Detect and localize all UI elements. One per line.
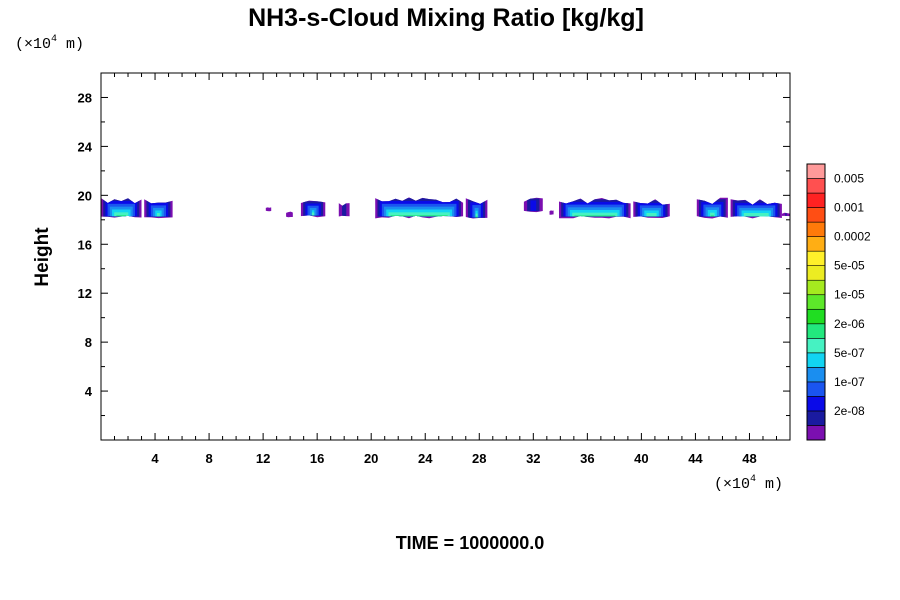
colorbar-label: 0.0002 [834, 230, 871, 244]
colorbar-swatch [806, 178, 826, 194]
cloud-patch [696, 197, 728, 219]
colorbar-swatch [806, 192, 826, 208]
colorbar-label: 2e-06 [834, 317, 865, 331]
cloud-patch [781, 212, 790, 217]
cloud-patch [286, 211, 293, 218]
cloud-band [114, 212, 129, 217]
colorbar-swatch [806, 338, 826, 354]
colorbar-swatch [806, 294, 826, 310]
cloud-patch [300, 200, 326, 218]
cloud-band [709, 212, 715, 217]
cloud-band [710, 215, 714, 217]
colorbar-label: 2e-08 [834, 404, 865, 418]
colorbar-swatch [806, 236, 826, 252]
y-tick-label: 8 [85, 335, 92, 350]
cloud-band [785, 213, 787, 216]
colorbar-swatch [806, 265, 826, 281]
x-tick-label: 16 [310, 451, 324, 466]
cloud-band [572, 212, 618, 217]
cloud-patch [465, 198, 488, 219]
x-tick-label: 36 [580, 451, 594, 466]
x-tick-label: 20 [364, 451, 378, 466]
x-tick-label: 40 [634, 451, 648, 466]
cloud-patch [265, 207, 272, 212]
cloud-band [116, 215, 127, 217]
cloud-band [388, 212, 450, 217]
cloud-patch [144, 199, 173, 219]
colorbar-swatch [806, 367, 826, 383]
cloud-contours [101, 197, 790, 219]
x-tick-label: 44 [688, 451, 703, 466]
cloud-band [549, 210, 554, 215]
cloud-band [156, 212, 160, 217]
cloud-band [475, 216, 478, 218]
y-tick-label: 28 [78, 90, 92, 105]
colorbar-swatch [806, 250, 826, 266]
plot-area [101, 73, 790, 440]
y-axis-unit: (×104 m) [15, 34, 84, 53]
y-tick-label: 12 [78, 286, 92, 301]
plot-background [101, 73, 790, 440]
cloud-patch [633, 199, 670, 218]
colorbar-label: 1e-05 [834, 288, 865, 302]
colorbar-swatch [806, 163, 826, 179]
x-axis-unit: (×104 m) [714, 474, 783, 493]
x-tick-label: 12 [256, 451, 270, 466]
colorbar-swatch [806, 352, 826, 368]
cloud-patch [558, 198, 631, 219]
colorbar-swatch [806, 425, 826, 441]
y-tick-label: 24 [78, 139, 93, 154]
colorbar-swatch [806, 381, 826, 397]
x-axis: 4 8 12 16 20 24 28 32 36 40 44 48 [114, 73, 777, 466]
colorbar: 2e-08 1e-07 5e-07 2e-06 1e-05 5e-05 0.0002 0.00… [806, 163, 871, 441]
x-tick-label: 8 [205, 451, 212, 466]
cloud-band [574, 215, 616, 217]
cloud-patch [523, 197, 543, 213]
cloud-band [286, 211, 293, 218]
cloud-patch [730, 199, 782, 219]
cloud-patch [549, 210, 554, 215]
y-tick-label: 16 [78, 237, 92, 252]
cloud-band [475, 213, 478, 218]
cloud-band [342, 203, 347, 216]
plot-frame [100, 72, 791, 441]
colorbar-swatch [806, 323, 826, 339]
cloud-band [530, 200, 537, 211]
y-tick-label: 4 [85, 384, 93, 399]
cloud-patch [338, 203, 350, 217]
cloud-band [265, 207, 272, 212]
cloud-patch [375, 197, 464, 219]
colorbar-label: 1e-07 [834, 375, 865, 389]
cloud-band [743, 212, 769, 217]
colorbar-swatch [806, 221, 826, 237]
colorbar-swatch [806, 410, 826, 426]
colorbar-swatch [806, 207, 826, 223]
colorbar-swatch [806, 396, 826, 412]
x-tick-label: 24 [418, 451, 433, 466]
colorbar-swatch [806, 308, 826, 325]
colorbar-label: 5e-07 [834, 346, 865, 360]
time-label: TIME = 1000000.0 [396, 533, 545, 553]
chart-title: NH3-s-Cloud Mixing Ratio [kg/kg] [248, 4, 644, 32]
cloud-patch [101, 198, 142, 218]
colorbar-swatch [806, 279, 826, 296]
colorbar-label: 0.001 [834, 201, 864, 215]
cloud-band [646, 212, 657, 217]
colorbar-frame [806, 163, 826, 441]
y-axis-label: Height [32, 227, 53, 287]
colorbar-label: 0.005 [834, 172, 864, 186]
colorbar-label: 5e-05 [834, 259, 865, 273]
y-tick-label: 20 [78, 188, 92, 203]
x-tick-label: 4 [151, 451, 159, 466]
cloud-band [311, 212, 315, 216]
x-tick-label: 48 [742, 451, 756, 466]
x-tick-label: 32 [526, 451, 540, 466]
cloud-band [390, 215, 448, 217]
x-tick-label: 28 [472, 451, 486, 466]
y-axis: 4 8 12 16 20 24 28 [78, 90, 790, 417]
